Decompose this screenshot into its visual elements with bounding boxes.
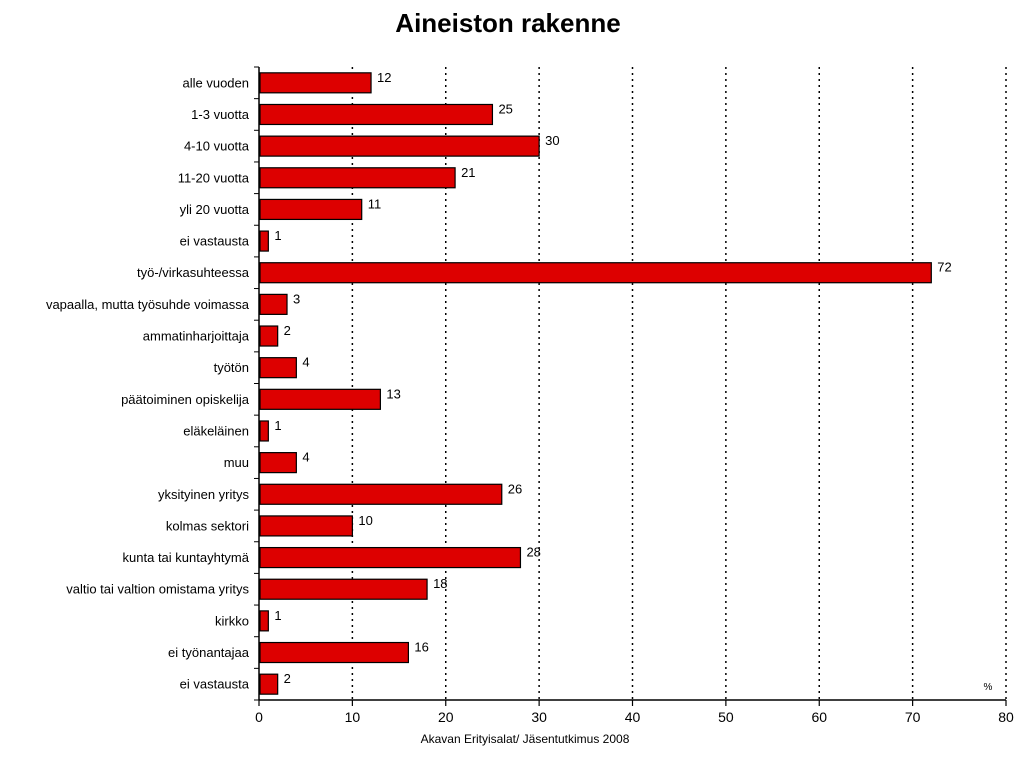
value-label-1: 25: [498, 101, 512, 116]
value-label-3: 21: [461, 165, 475, 180]
x-tick-label-6: 60: [811, 709, 827, 725]
x-axis: 0 10 20 30 40 50 60 70 80: [254, 66, 1014, 725]
bar-18: [259, 641, 409, 664]
x-tick-label-8: 80: [998, 709, 1014, 725]
value-label-19: 2: [284, 671, 291, 686]
category-label-8: ammatinharjoittaja: [143, 329, 250, 344]
bar-11: [259, 420, 269, 442]
bar-19: [259, 673, 279, 695]
category-label-7: vapaalla, mutta työsuhde voimassa: [46, 297, 250, 312]
category-label-11: eläkeläinen: [183, 423, 249, 438]
category-label-4: yli 20 vuotta: [180, 202, 250, 217]
bar-16: [259, 578, 428, 600]
category-label-10: päätoiminen opiskelija: [121, 392, 250, 407]
category-label-1: 1-3 vuotta: [191, 107, 250, 122]
bar-10: [259, 388, 381, 410]
value-label-11: 1: [274, 418, 281, 433]
bar-7: [259, 293, 288, 315]
value-label-4: 11: [368, 196, 382, 211]
bar-15: [259, 546, 522, 569]
bar-2: [259, 135, 540, 157]
bar-14: [259, 515, 353, 537]
value-label-8: 2: [284, 323, 291, 338]
x-tick-label-2: 20: [438, 709, 454, 725]
bar-6: [259, 262, 932, 284]
x-tick-label-7: 70: [905, 709, 921, 725]
x-tick-label-1: 10: [345, 709, 361, 725]
bar-9: [259, 357, 297, 379]
bar-1: [259, 103, 494, 126]
value-label-15: 28: [526, 545, 540, 560]
category-label-16: valtio tai valtion omistama yritys: [66, 582, 249, 597]
category-label-3: 11-20 vuotta: [178, 170, 250, 185]
category-label-19: ei vastausta: [180, 677, 250, 692]
value-label-2: 30: [545, 133, 559, 148]
bar-3: [259, 167, 456, 189]
x-tick-label-5: 50: [718, 709, 734, 725]
value-label-12: 4: [302, 450, 309, 465]
bar-4: [259, 198, 363, 221]
category-label-0: alle vuoden: [183, 75, 250, 90]
x-tick-label-3: 30: [531, 709, 547, 725]
category-label-2: 4-10 vuotta: [184, 139, 250, 154]
value-label-6: 72: [937, 260, 951, 275]
value-label-10: 13: [386, 386, 400, 401]
category-labels: alle vuoden 1-3 vuotta 4-10 vuotta 11-20 vu…: [46, 75, 250, 691]
value-label-9: 4: [302, 355, 309, 370]
value-label-0: 12: [377, 70, 391, 85]
bar-12: [259, 452, 297, 474]
category-label-17: kirkko: [215, 613, 249, 628]
value-label-14: 10: [358, 513, 372, 528]
category-label-15: kunta tai kuntayhtymä: [123, 550, 250, 565]
value-label-16: 18: [433, 576, 447, 591]
category-label-6: työ-/virkasuhteessa: [137, 265, 250, 280]
bar-0: [259, 72, 372, 94]
value-label-18: 16: [414, 640, 428, 655]
grid-lines: [351, 67, 1007, 700]
unit-label: %: [984, 682, 993, 693]
category-label-9: työtön: [214, 360, 249, 375]
bar-5: [259, 230, 269, 252]
x-tick-label-4: 40: [625, 709, 641, 725]
value-label-13: 26: [508, 481, 522, 496]
source-label: Akavan Erityisalat/ Jäsentutkimus 2008: [421, 732, 630, 746]
page-title: Aineiston rakenne: [395, 8, 621, 38]
bar-8: [259, 325, 279, 347]
value-label-5: 1: [274, 228, 281, 243]
bars: [259, 72, 932, 695]
value-label-17: 1: [274, 608, 281, 623]
category-label-13: yksityinen yritys: [158, 487, 250, 502]
value-label-7: 3: [293, 291, 300, 306]
category-label-14: kolmas sektori: [166, 518, 249, 533]
category-label-18: ei työnantajaa: [168, 645, 250, 660]
category-label-5: ei vastausta: [180, 234, 250, 249]
bar-17: [259, 610, 269, 632]
category-label-12: muu: [224, 455, 249, 470]
x-tick-label-0: 0: [255, 709, 263, 725]
bar-13: [259, 483, 503, 505]
